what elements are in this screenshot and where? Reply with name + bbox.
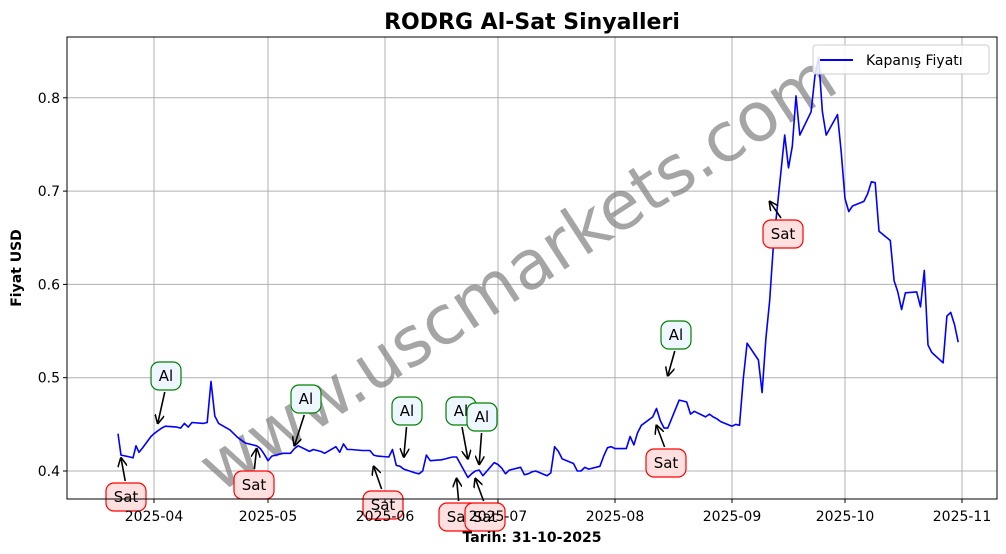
signal-label-box [150, 361, 182, 391]
x-tick-label: 2025-08 [586, 509, 645, 525]
signal-label-box [645, 448, 687, 478]
buy-signal: Al [466, 402, 498, 464]
signal-label: Sat [473, 508, 498, 526]
signal-label: Sat [114, 488, 139, 506]
x-tick-label: 2025-04 [125, 509, 184, 525]
y-axis-ticks: 0.4 0.5 0.6 0.7 0.8 [38, 91, 67, 480]
signal-arrow-icon [479, 432, 481, 464]
signal-arrow-icon [374, 467, 383, 490]
signal-label-box [362, 490, 404, 520]
y-tick-label: 0.5 [38, 371, 60, 387]
signal-arrow-icon [254, 449, 256, 470]
x-tick-label: 2025-11 [933, 509, 992, 525]
signal-label: Al [159, 367, 173, 385]
y-tick-label: 0.8 [38, 91, 60, 107]
sell-signal: Sat [362, 467, 404, 520]
signal-label: Sat [371, 496, 396, 514]
sell-signal: Sat [762, 202, 804, 249]
signal-arrow-icon [121, 458, 125, 482]
sell-signal: Sat [105, 458, 147, 512]
y-axis-label: Fiyat USD [9, 229, 25, 307]
signal-arrow-icon [404, 426, 407, 457]
signal-label-box [466, 402, 498, 432]
legend: Kapanış Fiyatı [812, 44, 990, 75]
sell-signal: Sat [645, 425, 687, 478]
signal-label: Sat [771, 225, 796, 243]
buy-signal: Al [660, 320, 692, 376]
signal-label: Al [454, 402, 468, 420]
signal-label-box [105, 482, 147, 512]
buy-signal: Al [445, 396, 477, 459]
plot-frame [66, 36, 998, 500]
x-tick-label: 2025-07 [469, 509, 528, 525]
y-tick-label: 0.7 [38, 184, 60, 200]
x-tick-label: 2025-09 [703, 509, 762, 525]
signal-label: Al [475, 408, 489, 426]
signal-label: Al [299, 390, 313, 408]
buy-signal: Al [391, 396, 423, 457]
y-tick-label: 0.6 [38, 277, 60, 293]
x-tick-label: 2025-06 [356, 509, 415, 525]
chart-title: RODRG Al-Sat Sinyalleri [384, 10, 680, 35]
buy-signal: Al [150, 361, 182, 423]
signal-arrow-icon [475, 479, 485, 502]
buy-signal: Al [290, 384, 322, 446]
signal-label: Sat [654, 454, 679, 472]
signal-label-box [391, 396, 423, 426]
signal-arrow-icon [461, 426, 468, 459]
x-axis-ticks: 2025-04 2025-05 2025-06 2025-07 2025-08 2025-… [125, 499, 992, 525]
signal-label-box [660, 320, 692, 350]
signal-label-box [762, 219, 804, 249]
y-tick-label: 0.4 [38, 464, 60, 480]
legend-label: Kapanış Fiyatı [866, 53, 963, 69]
x-tick-label: 2025-10 [816, 509, 875, 525]
signal-label-box [290, 384, 322, 414]
signal-arrow-icon [457, 479, 459, 502]
sell-signal: Sat [464, 479, 506, 532]
legend-box [812, 44, 990, 75]
x-tick-label: 2025-05 [239, 509, 298, 525]
signal-arrow-icon [770, 202, 782, 219]
signal-arrow-icon [294, 414, 306, 446]
signal-arrow-icon [668, 350, 676, 376]
grid-lines [67, 37, 997, 499]
signal-label: Al [669, 326, 683, 344]
signal-label: Al [400, 402, 414, 420]
signal-label: Sat [242, 476, 267, 494]
x-axis-label: Tarih: 31-10-2025 [463, 530, 602, 546]
sell-signal: Sat [233, 449, 275, 500]
signal-arrow-icon [657, 425, 666, 448]
signal-arrow-icon [158, 391, 166, 423]
signal-label-box [464, 502, 506, 532]
